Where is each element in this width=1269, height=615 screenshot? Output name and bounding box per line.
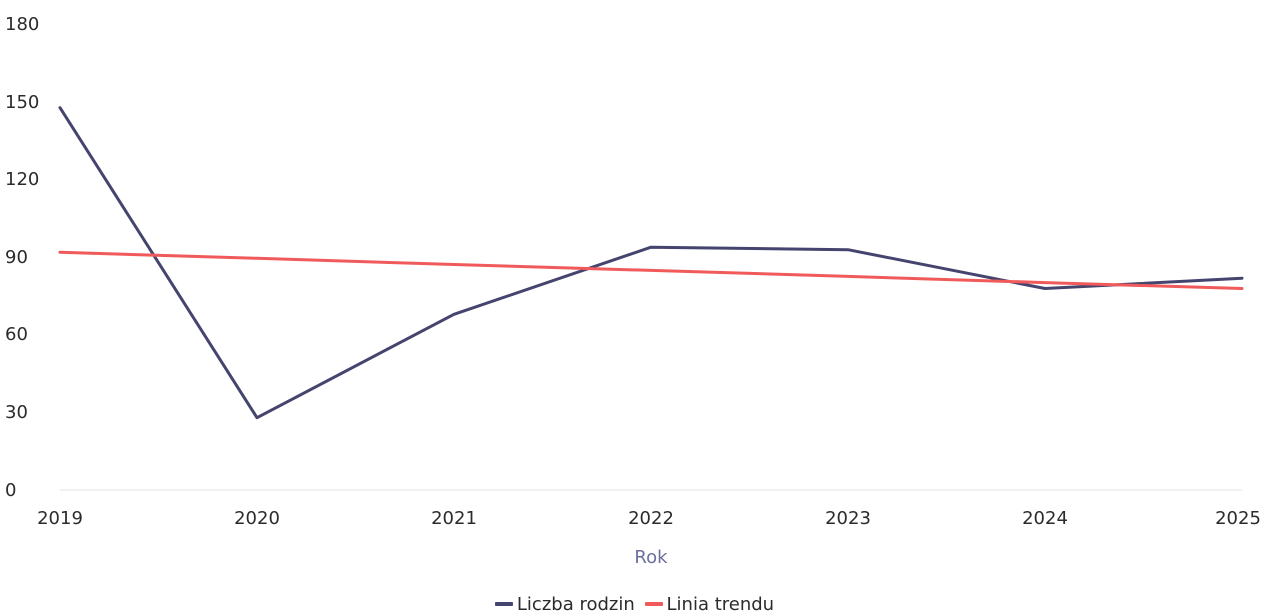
- x-tick-2022: 2022: [628, 508, 674, 529]
- y-tick-0: 0: [5, 480, 16, 501]
- series-line-linia-trendu: [58, 250, 1244, 290]
- x-axis: 2019 2020 2021 2022 2023 2024 2025 Rok: [37, 508, 1261, 568]
- x-tick-2024: 2024: [1022, 508, 1068, 529]
- legend-swatch-liczba-rodzin: [494, 602, 513, 606]
- legend-item-linia-trendu[interactable]: Linia trendu: [644, 593, 775, 615]
- x-tick-2023: 2023: [825, 508, 871, 529]
- legend: Liczba rodzin Linia trendu: [0, 590, 1269, 615]
- y-tick-180: 180: [5, 14, 39, 35]
- y-tick-30: 30: [5, 402, 28, 423]
- legend-label-linia-trendu: Linia trendu: [666, 593, 775, 615]
- x-tick-2025: 2025: [1215, 508, 1261, 529]
- line-chart: 0 30 60 90 120 150 180 2019 2020 2021 20…: [5, 14, 1261, 568]
- y-axis: 0 30 60 90 120 150 180: [5, 14, 39, 501]
- y-tick-120: 120: [5, 169, 39, 190]
- legend-label-liczba-rodzin: Liczba rodzin: [516, 593, 635, 615]
- y-tick-90: 90: [5, 247, 28, 268]
- y-tick-150: 150: [5, 92, 39, 113]
- x-tick-2019: 2019: [37, 508, 83, 529]
- legend-swatch-linia-trendu: [644, 602, 663, 606]
- x-axis-title: Rok: [634, 547, 668, 568]
- y-tick-60: 60: [5, 324, 28, 345]
- x-tick-2021: 2021: [431, 508, 477, 529]
- legend-item-liczba-rodzin[interactable]: Liczba rodzin: [494, 593, 635, 615]
- series-line-liczba-rodzin: [58, 106, 1244, 420]
- x-tick-2020: 2020: [234, 508, 280, 529]
